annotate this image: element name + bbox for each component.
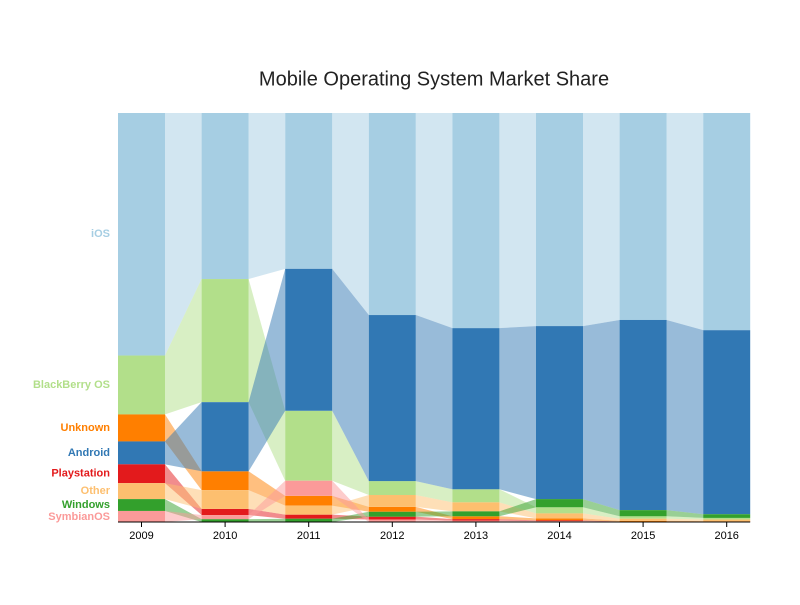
bar-segment: [369, 113, 416, 315]
bar-segment: [285, 481, 332, 496]
x-tick-label: 2009: [129, 530, 153, 542]
bar-segment: [285, 411, 332, 481]
bar-segment: [202, 490, 249, 509]
bar-segment: [118, 483, 165, 499]
bar-segment: [536, 518, 583, 520]
bar-segment: [703, 518, 750, 520]
bar-segment: [620, 521, 667, 522]
bar-segment: [118, 441, 165, 464]
legend-label: Android: [68, 447, 110, 459]
flow: [667, 320, 704, 514]
bar-segment: [118, 113, 165, 356]
bar-segment: [369, 512, 416, 517]
bar-segment: [369, 481, 416, 495]
bar-segment: [369, 495, 416, 507]
x-tick-label: 2015: [631, 530, 655, 542]
bar-segment: [452, 519, 499, 521]
bar-segment: [202, 515, 249, 519]
bar-segment: [202, 471, 249, 490]
bar-segment: [452, 502, 499, 511]
bar-segment: [285, 113, 332, 269]
bar-segment: [703, 514, 750, 518]
bar-segment: [620, 510, 667, 516]
bar-segment: [452, 328, 499, 489]
x-tick-label: 2011: [297, 530, 321, 542]
legend-label: iOS: [91, 228, 110, 240]
bar-segment: [118, 511, 165, 522]
flow: [416, 315, 453, 489]
bar-segment: [202, 509, 249, 515]
bar-segment: [452, 489, 499, 502]
flow: [249, 113, 286, 279]
bar-segment: [620, 519, 667, 521]
bar-segment: [285, 506, 332, 515]
bar-segment: [285, 515, 332, 519]
flow: [416, 113, 453, 328]
bar-segment: [118, 356, 165, 415]
x-tick-label: 2013: [464, 530, 488, 542]
legend-label: Other: [81, 485, 111, 497]
bar-segment: [620, 320, 667, 510]
flow: [583, 113, 620, 326]
chart-title: Mobile Operating System Market Share: [259, 68, 609, 90]
bar-segment: [536, 513, 583, 518]
bar-segment: [620, 516, 667, 518]
bar-segment: [118, 414, 165, 441]
bar-segment: [536, 326, 583, 499]
x-tick-label: 2014: [547, 530, 571, 542]
legend-label: Unknown: [61, 422, 111, 434]
bar-segment: [536, 113, 583, 326]
bar-segment: [369, 315, 416, 481]
bar-segment: [285, 496, 332, 506]
flow: [667, 113, 704, 330]
bar-segment: [202, 113, 249, 279]
x-tick-label: 2010: [213, 530, 237, 542]
bar-segment: [452, 516, 499, 519]
bar-segment: [369, 517, 416, 520]
bar-segment: [536, 507, 583, 513]
bar-segment: [369, 507, 416, 512]
bar-segment: [536, 499, 583, 507]
bar-segment: [202, 402, 249, 471]
flow: [499, 326, 536, 499]
bar-segment: [703, 113, 750, 330]
bar-segment: [452, 113, 499, 328]
legend-label: Windows: [62, 499, 110, 511]
bar-segment: [118, 499, 165, 511]
bar-segment: [703, 520, 750, 522]
legend-label: Playstation: [51, 468, 110, 480]
bar-segment: [452, 511, 499, 516]
flow: [583, 320, 620, 510]
flow: [416, 511, 453, 516]
bar-segment: [118, 464, 165, 483]
flow: [499, 113, 536, 328]
bar-segment: [285, 269, 332, 411]
bar-segment: [536, 520, 583, 521]
bar-segment: [703, 330, 750, 514]
bar-segment: [620, 113, 667, 320]
legend-label: BlackBerry OS: [33, 379, 110, 391]
bar-segment: [202, 279, 249, 402]
x-tick-label: 2012: [380, 530, 404, 542]
x-tick-label: 2016: [714, 530, 738, 542]
x-axis: 2009 2010 2011 2012 2013 2014 2015 2016: [118, 522, 750, 542]
legend-label: SymbianOS: [48, 511, 110, 523]
